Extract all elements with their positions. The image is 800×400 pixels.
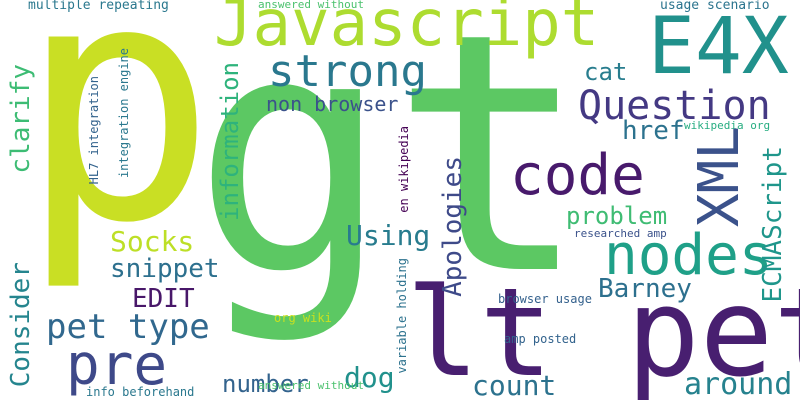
word-wikipedia-org: wikipedia org	[684, 119, 771, 132]
word-browser-usage: browser usage	[498, 292, 592, 306]
word-pet-type: pet type	[46, 307, 210, 347]
word-strong: strong	[268, 46, 427, 97]
word-gt: gt	[192, 0, 590, 347]
word-around: around	[684, 367, 793, 400]
word-dog: dog	[344, 361, 395, 394]
word-e4x: E4X	[648, 2, 789, 92]
word-en-wikipedia: en wikipedia	[397, 126, 411, 213]
word-lt-pet: lt pet	[406, 262, 800, 400]
word-xml: pre	[66, 333, 168, 398]
word-question: Question	[578, 83, 771, 129]
word-usage-scenario: usage scenario	[660, 0, 770, 13]
word-pre: XML	[687, 126, 752, 228]
word-information: information	[216, 62, 244, 221]
word-info-beforehand: info beforehand	[86, 385, 195, 399]
word-consider: Consider	[6, 262, 36, 388]
word-nodes: nodes	[604, 223, 773, 288]
word-problem: problem	[566, 202, 668, 230]
word-multiple-repeating: multiple repeating	[28, 0, 169, 13]
word-hl7-integration: HL7 integration	[87, 76, 101, 185]
word-answered-without-top: answered without	[258, 0, 364, 11]
word-clarify: clarify	[6, 64, 36, 174]
word-cat: cat	[584, 58, 628, 86]
word-barney: Barney	[598, 274, 692, 304]
word-variable-holding: variable holding	[395, 258, 409, 374]
word-p: p	[18, 0, 217, 295]
word-snippet: snippet	[110, 254, 220, 284]
word-answered-without: answered without	[258, 379, 364, 392]
word-number: number	[222, 370, 309, 398]
word-href: href	[622, 116, 685, 146]
word-javascript: Javascript	[214, 0, 600, 61]
word-code: code	[510, 143, 645, 208]
word-ecmascript: ECMAScript	[758, 146, 788, 303]
word-edit: EDIT	[132, 284, 195, 314]
word-socks: Socks	[110, 225, 195, 258]
word-researched-amp: researched amp	[574, 227, 667, 240]
word-amp-posted: amp posted	[504, 332, 577, 346]
word-using: Using	[346, 219, 431, 252]
word-count: count	[472, 369, 557, 400]
word-org-wiki: org wiki	[274, 311, 332, 325]
word-non-browser: non browser	[266, 92, 399, 116]
word-integration-engine: integration engine	[117, 48, 131, 179]
word-apologies: Apologies	[438, 156, 468, 297]
